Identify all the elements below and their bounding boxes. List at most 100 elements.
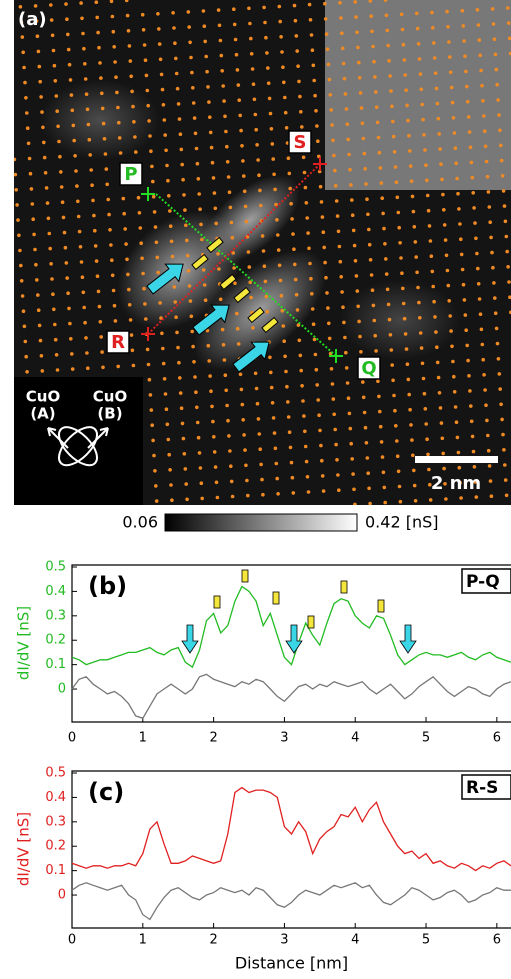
atom-dot xyxy=(82,46,86,51)
x-tick-label: 5 xyxy=(422,731,430,746)
atom-dot xyxy=(42,155,47,160)
atom-dot xyxy=(211,419,215,424)
atom-dot xyxy=(454,161,459,166)
atom-dot xyxy=(355,289,360,293)
atom-dot xyxy=(232,7,236,11)
atom-dot xyxy=(209,389,213,394)
atom-dot xyxy=(208,130,213,135)
atom-dot xyxy=(21,309,26,314)
x-tick-label: 3 xyxy=(280,731,288,746)
atom-dot xyxy=(24,354,29,359)
atom-dot xyxy=(377,394,381,399)
atom-dot xyxy=(269,385,274,390)
atom-dot xyxy=(249,295,253,300)
atom-dot xyxy=(319,200,324,204)
atom-dot xyxy=(233,37,238,42)
atom-dot xyxy=(145,347,150,352)
atom-dot xyxy=(472,206,476,210)
atom-dot xyxy=(36,308,41,313)
atom-dot xyxy=(226,175,231,179)
atom-dot xyxy=(53,337,58,342)
atom-dot xyxy=(313,93,317,98)
atom-dot xyxy=(365,197,369,201)
atom-dot xyxy=(508,295,511,299)
atom-dot xyxy=(405,362,410,367)
atom-dot xyxy=(334,199,339,203)
atom-dot xyxy=(428,482,432,487)
atom-dot xyxy=(94,0,99,4)
atom-dot xyxy=(471,191,476,195)
atom-dot xyxy=(27,156,32,161)
atom-dot xyxy=(193,375,197,379)
atom-dot xyxy=(223,114,227,119)
atom-dot xyxy=(211,176,216,180)
cyan-arrows xyxy=(146,263,270,373)
atom-dot xyxy=(20,35,25,39)
atom-dot xyxy=(137,211,142,215)
atom-dot xyxy=(328,93,333,97)
atom-dot xyxy=(386,43,391,48)
atom-dot xyxy=(271,157,276,161)
atom-dot xyxy=(97,45,101,50)
atom-dot xyxy=(278,278,283,283)
atom-dot xyxy=(278,19,283,24)
atom-dot xyxy=(311,322,316,327)
atom-dot xyxy=(66,32,70,37)
atom-dot xyxy=(347,152,351,157)
atom-dot xyxy=(270,401,275,405)
atom-dot xyxy=(185,238,189,243)
atom-dot xyxy=(286,156,291,160)
atom-dot xyxy=(126,29,131,33)
atom-dot xyxy=(352,487,356,492)
atom-dot xyxy=(150,164,154,169)
y-tick-label: 0.1 xyxy=(45,657,66,672)
inset-label: CuO xyxy=(93,388,127,406)
atom-dot xyxy=(288,186,293,191)
atom-dot xyxy=(268,111,273,116)
atom-dot xyxy=(106,197,110,202)
atom-dot xyxy=(225,403,229,408)
atom-dot xyxy=(168,224,173,228)
atom-dot xyxy=(154,484,158,488)
atom-dot xyxy=(451,116,456,120)
atom-dot xyxy=(382,226,386,231)
atom-dot xyxy=(326,62,331,67)
atom-dot xyxy=(174,56,178,61)
atom-dot xyxy=(66,47,71,52)
atom-dot xyxy=(493,311,498,316)
atom-dot xyxy=(376,135,381,140)
atom-dot xyxy=(399,12,404,17)
atom-dot xyxy=(25,111,29,115)
atom-dot xyxy=(209,145,214,150)
atom-dot xyxy=(336,473,340,477)
atom-dot xyxy=(179,406,184,411)
atom-dot xyxy=(491,22,496,26)
atom-dot xyxy=(200,237,204,242)
point-box xyxy=(119,162,143,186)
atom-dot xyxy=(435,345,439,350)
atom-dot xyxy=(207,100,211,104)
atom-dot xyxy=(361,395,366,400)
atom-dot xyxy=(180,421,185,426)
y-tick-label: 0.3 xyxy=(45,814,66,829)
atom-dot xyxy=(182,452,187,456)
atom-dot xyxy=(255,401,260,406)
atom-dot xyxy=(371,44,375,49)
atom-dot xyxy=(350,457,355,461)
atom-dot xyxy=(249,52,254,56)
atom-dot xyxy=(343,335,347,340)
atom-dot xyxy=(167,194,171,198)
atom-dot xyxy=(294,292,299,297)
atom-dot xyxy=(442,208,446,212)
atom-dot xyxy=(497,372,502,376)
atom-dot xyxy=(377,150,382,155)
atom-dot xyxy=(482,129,487,133)
atom-dot xyxy=(100,106,105,111)
atom-dot xyxy=(91,198,95,203)
atom-dot xyxy=(492,37,497,41)
atom-dot xyxy=(496,357,501,361)
atom-dot xyxy=(327,321,331,326)
atom-dot xyxy=(303,444,308,449)
atom-dot xyxy=(217,23,222,28)
atom-dot xyxy=(56,124,60,129)
